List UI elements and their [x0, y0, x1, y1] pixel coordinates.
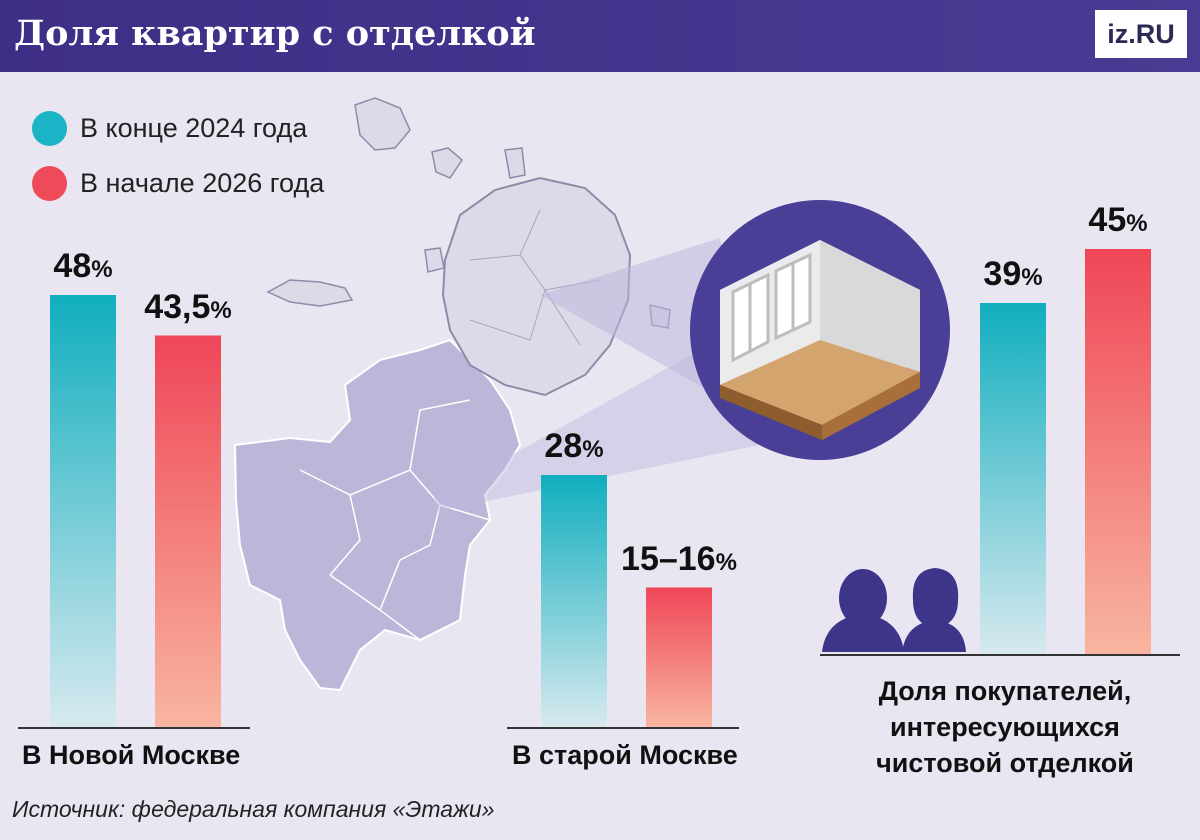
page-title: Доля квартир с отделкой: [14, 13, 536, 54]
group-label-new-moscow: В Новой Москве: [22, 740, 241, 770]
axis-baseline: [18, 727, 250, 729]
data-label: 48%: [53, 247, 113, 285]
moscow-map-icon: [233, 97, 760, 692]
buyers-label-line: Доля покупателей,: [878, 676, 1132, 706]
header-banner: Доля квартир с отделкой iz.RU: [0, 0, 1200, 72]
buyers-people-icon: [822, 568, 966, 652]
group-label-old-moscow: В старой Москве: [512, 740, 738, 770]
legend-swatch-red-icon: [32, 166, 67, 201]
data-label: 28%: [544, 427, 604, 465]
bar-2024-0: [50, 295, 116, 727]
group-label-buyers: Доля покупателей, интересующихся чистово…: [840, 673, 1170, 781]
data-label: 15–16%: [621, 539, 737, 578]
bar-2024-2: [980, 303, 1046, 654]
bar-2026-1: [646, 587, 712, 727]
source-note: Источник: федеральная компания «Этажи»: [12, 796, 495, 822]
data-label: 45%: [1088, 201, 1148, 239]
bars-layer: [50, 249, 1151, 727]
legend-label: В конце 2024 года: [80, 113, 308, 143]
legend-label: В начале 2026 года: [80, 168, 325, 198]
axis-baseline: [507, 727, 739, 729]
izru-logo: iz.RU: [1095, 10, 1187, 58]
buyers-label-line: чистовой отделкой: [876, 748, 1134, 778]
bar-2026-2: [1085, 249, 1151, 654]
bar-2024-1: [541, 475, 607, 727]
data-label: 43,5%: [144, 287, 232, 326]
buyers-label-line: интересующихся: [890, 712, 1120, 742]
data-label: 39%: [983, 255, 1043, 293]
axis-baseline: [820, 654, 1180, 656]
legend-swatch-teal-icon: [32, 111, 67, 146]
bar-2026-0: [155, 335, 221, 727]
room-interior-icon: [690, 200, 950, 460]
